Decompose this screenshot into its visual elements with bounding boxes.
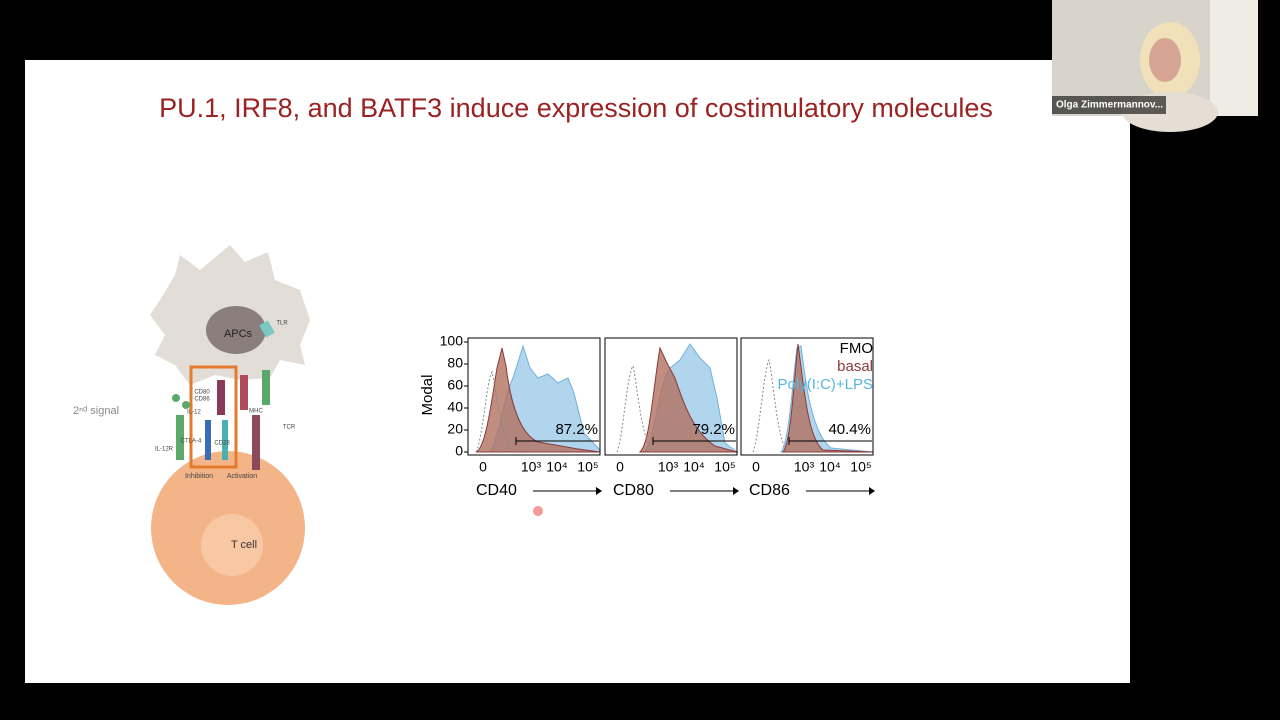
il12-molecule — [182, 401, 190, 409]
x-tick-label: 10⁴ — [683, 459, 705, 475]
y-tick-label: 80 — [447, 355, 463, 371]
signal-label: 2ⁿᵈ signal — [73, 405, 119, 417]
y-tick-label: 100 — [440, 333, 464, 349]
histogram-basal — [475, 347, 601, 453]
marker-label: CD40 — [476, 482, 517, 499]
tlr — [259, 320, 275, 338]
t-cell-nucleus — [201, 514, 263, 576]
inhibition-label: Inhibition — [185, 473, 213, 480]
x-tick-label: 0 — [479, 459, 487, 475]
cd86-label: CD86 — [194, 397, 210, 403]
highlight-box — [189, 365, 238, 469]
il12-label: IL-12 — [187, 410, 201, 416]
x-tick-label: 10⁵ — [850, 459, 871, 475]
webcam: Olga Zimmermannov... — [1052, 0, 1258, 132]
histogram-panel — [467, 337, 601, 456]
legend-entry: FMO — [840, 340, 873, 357]
mhc — [240, 375, 248, 410]
cursor — [533, 506, 543, 516]
x-tick-label: 10⁵ — [714, 459, 735, 475]
ctla4-label: CTLA-4 — [181, 439, 202, 445]
ctla4-receptor — [205, 420, 211, 460]
slide-title: PU.1, IRF8, and BATF3 induce expression … — [159, 93, 993, 123]
tlr-label: TLR — [276, 321, 288, 327]
panel-frame — [740, 337, 874, 456]
histogram-panel — [604, 337, 739, 456]
apc-label: APCs — [224, 328, 253, 340]
x-tick-label: 10³ — [658, 459, 679, 475]
histogram-basal — [638, 346, 738, 453]
gate-percent: 40.4% — [828, 421, 871, 438]
histogram-fmo — [616, 364, 654, 453]
x-tick-label: 10³ — [521, 459, 542, 475]
apc-nucleus — [206, 306, 266, 354]
arrow-head — [733, 487, 739, 495]
t-cell-label: T cell — [231, 539, 257, 551]
cd80-ligand — [217, 380, 225, 415]
x-tick-label: 10⁴ — [546, 459, 568, 475]
name-tag — [1052, 96, 1166, 114]
x-tick-label: 0 — [616, 459, 624, 475]
cd28-receptor — [222, 420, 228, 460]
mhc-label: MHC — [249, 409, 263, 415]
histogram-fmo — [475, 370, 515, 453]
video-wall — [1210, 0, 1258, 116]
receptor — [262, 370, 270, 405]
arrow-head — [869, 487, 875, 495]
histogram-fmo — [752, 358, 788, 453]
tcr — [252, 415, 260, 470]
panel-frame — [604, 337, 738, 456]
cd80-label: CD80 — [194, 390, 210, 396]
legend-entry: Poly(I:C)+LPS — [778, 376, 873, 393]
il12r — [176, 415, 184, 460]
gate-percent: 87.2% — [555, 421, 598, 438]
y-axis-label: Modal — [419, 375, 436, 416]
histogram-panel — [740, 337, 874, 456]
y-tick-label: 0 — [455, 443, 463, 459]
activation-label: Activation — [227, 473, 257, 480]
participant-face — [1149, 38, 1181, 82]
participant-name: Olga Zimmermannov... — [1056, 100, 1163, 111]
y-tick-label: 60 — [447, 377, 463, 393]
x-tick-label: 10⁵ — [577, 459, 598, 475]
arrow-head — [596, 487, 602, 495]
tcr-label: TCR — [283, 425, 296, 431]
y-tick-label: 40 — [447, 399, 463, 415]
diagram: 2ⁿᵈ signal APCs TLR CD80 CD86 IL-12 MHC … — [73, 245, 310, 605]
gate-percent: 79.2% — [692, 421, 735, 438]
x-tick-label: 10³ — [794, 459, 815, 475]
il12-molecule — [172, 394, 180, 402]
marker-label: CD80 — [613, 482, 654, 499]
panel-frame — [467, 337, 601, 456]
y-tick-label: 20 — [447, 421, 463, 437]
legend-entry: basal — [837, 358, 873, 375]
x-tick-label: 10⁴ — [819, 459, 841, 475]
cd28-label: CD28 — [214, 441, 230, 447]
il12r-label: IL-12R — [155, 447, 174, 453]
marker-label: CD86 — [749, 482, 790, 499]
x-tick-label: 0 — [752, 459, 760, 475]
